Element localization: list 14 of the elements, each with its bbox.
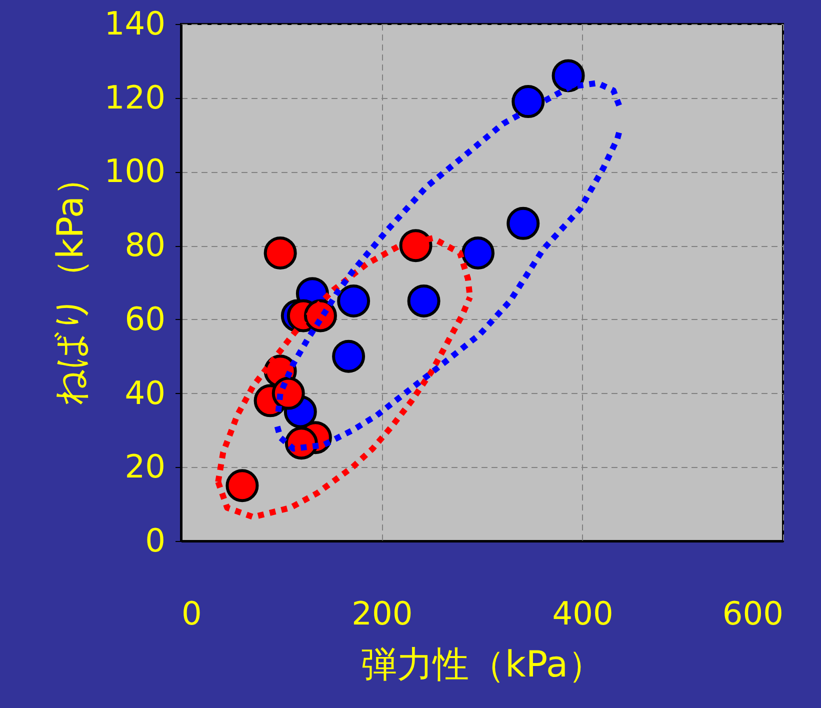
- x-tick-label: 200: [352, 594, 413, 632]
- x-tick-label: 600: [722, 594, 784, 632]
- y-tick-label: 40: [124, 374, 166, 412]
- x-axis-title: 弾力性（kPa）: [361, 644, 604, 686]
- x-tick-label: 400: [552, 594, 614, 632]
- y-tick-label: 100: [104, 152, 166, 190]
- y-tick-label: 0: [145, 522, 166, 560]
- y-axis-title: ねばり（kPa）: [50, 160, 92, 406]
- y-tick-label: 120: [104, 78, 166, 116]
- y-tick-label: 20: [124, 448, 166, 486]
- x-tick-label: 0: [182, 594, 202, 632]
- y-tick-label: 80: [124, 226, 166, 264]
- y-tick-label: 140: [104, 4, 166, 42]
- y-tick-label: 60: [124, 300, 166, 338]
